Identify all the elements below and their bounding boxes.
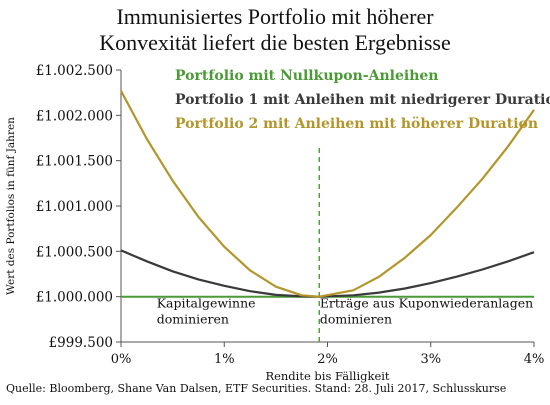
source-note: Quelle: Bloomberg, Shane Van Dalsen, ETF… xyxy=(6,382,507,395)
y-tick-label: £1.002.500 xyxy=(36,63,113,79)
chart-title-line-2: Konvexität liefert die besten Ergebnisse xyxy=(99,30,451,55)
annotation-1-line-2: dominieren xyxy=(157,312,229,327)
x-tick-label: 0% xyxy=(111,352,132,367)
x-tick-label: 3% xyxy=(420,352,441,367)
series-line-3 xyxy=(120,90,535,298)
x-axis-label: Rendite bis Fälligkeit xyxy=(265,369,389,383)
x-tick-label: 1% xyxy=(214,352,235,367)
y-tick-label: £1.001.000 xyxy=(36,199,113,215)
y-tick-label: £1.000.500 xyxy=(36,244,113,260)
annotation-1-line-1: Kapitalgewinne xyxy=(157,296,256,311)
y-tick-label: £1.000.000 xyxy=(36,290,113,306)
legend-entry-2: Portfolio 1 mit Anleihen mit niedrigerer… xyxy=(175,92,550,108)
annotation-2-line-1: Erträge aus Kuponwiederanlagen xyxy=(320,296,533,311)
legend-entry-3: Portfolio 2 mit Anleihen mit höherer Dur… xyxy=(175,116,538,132)
x-tick-label: 4% xyxy=(524,352,545,367)
y-axis-label: Wert des Portfolios in fünf Jahren xyxy=(5,117,17,295)
y-tick-label: £1.002.000 xyxy=(36,108,113,124)
y-tick-label: £1.001.500 xyxy=(36,154,113,170)
x-tick-label: 2% xyxy=(317,352,338,367)
y-tick-label: £999.500 xyxy=(49,335,113,351)
chart-title-line-1: Immunisiertes Portfolio mit höherer xyxy=(116,4,434,29)
series-line-2 xyxy=(120,249,535,298)
chart-title: Immunisiertes Portfolio mit höherer Konv… xyxy=(0,4,550,56)
annotation-2-line-2: dominieren xyxy=(320,312,392,327)
legend-entry-1: Portfolio mit Nullkupon-Anleihen xyxy=(175,68,438,84)
